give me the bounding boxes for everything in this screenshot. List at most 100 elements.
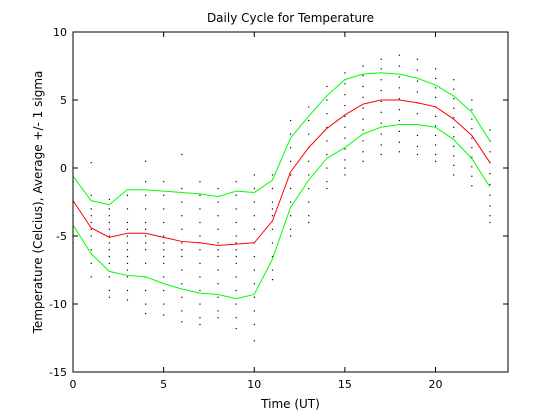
scatter-point [217, 249, 219, 251]
scatter-point [253, 255, 255, 258]
scatter-point [108, 255, 110, 258]
scatter-point [489, 221, 491, 224]
scatter-point [181, 310, 183, 312]
scatter-point [271, 215, 274, 217]
scatter-point [126, 299, 129, 301]
scatter-point [308, 119, 310, 122]
scatter-point [253, 228, 255, 230]
scatter-point [453, 79, 455, 81]
scatter-point [362, 65, 364, 67]
scatter-point [416, 58, 419, 60]
scatter-point [398, 141, 400, 143]
series-line-lower [72, 123, 491, 300]
scatter-point [416, 91, 419, 93]
scatter-point [453, 145, 455, 147]
scatter-point [126, 255, 129, 258]
scatter-point [290, 187, 292, 190]
scatter-point [181, 228, 183, 230]
scatter-point [344, 148, 346, 150]
scatter-point [108, 215, 110, 217]
scatter-point [199, 194, 201, 196]
scatter-point [181, 255, 183, 258]
scatter-point [453, 117, 455, 119]
scatter-point [108, 208, 110, 210]
scatter-point [416, 80, 419, 82]
scatter-point [326, 140, 328, 142]
scatter-point [326, 153, 328, 156]
scatter-point [471, 109, 473, 111]
y-tick-label: 5 [60, 94, 67, 107]
scatter-point [380, 111, 382, 113]
scatter-point [235, 242, 237, 244]
scatter-point [145, 249, 147, 251]
scatter-point [290, 119, 292, 122]
scatter-point [471, 147, 473, 149]
scatter-point [163, 221, 165, 224]
scatter-point [235, 249, 237, 251]
scatter-point [145, 181, 147, 183]
scatter-point [126, 242, 129, 244]
scatter-point [380, 122, 382, 124]
scatter-point [489, 162, 491, 164]
scatter-point [163, 249, 165, 251]
scatter-point [362, 75, 364, 77]
scatter-point [253, 283, 255, 285]
scatter-point [290, 174, 292, 176]
scatter-point [199, 323, 201, 326]
scatter-point [181, 201, 183, 203]
scatter-point [308, 174, 310, 176]
scatter-point [380, 79, 382, 81]
x-tick-label: 5 [160, 378, 167, 391]
y-tick-label: -15 [49, 366, 67, 379]
scatter-point [271, 255, 274, 258]
scatter-point [108, 228, 110, 230]
scatter-point [126, 221, 129, 224]
scatter-point [489, 140, 491, 142]
scatter-point [181, 215, 183, 217]
scatter-point [362, 96, 364, 98]
scatter-point [362, 85, 364, 88]
x-tick-label: 10 [247, 378, 261, 391]
scatter-point [126, 235, 129, 237]
scatter-point [453, 126, 455, 128]
scatter-point [235, 289, 237, 292]
scatter-point [126, 269, 129, 271]
scatter-point [362, 160, 364, 162]
scatter-point [290, 133, 292, 135]
y-tick-label: -5 [56, 230, 67, 243]
scatter-point [253, 340, 255, 342]
scatter-point [489, 172, 491, 175]
scatter-point [326, 85, 328, 88]
scatter-point [217, 269, 219, 271]
scatter-point [344, 159, 346, 161]
scatter-point [199, 221, 201, 224]
scatter-point [453, 107, 455, 109]
scatter-point [253, 174, 255, 176]
scatter-point [235, 235, 237, 237]
scatter-point [453, 98, 455, 100]
scatter-point [453, 164, 455, 166]
scatter-point [90, 194, 92, 196]
scatter-point [435, 77, 437, 79]
scatter-point [181, 269, 183, 271]
scatter-point [217, 283, 219, 285]
scatter-point [90, 208, 92, 210]
scatter-point [145, 221, 147, 224]
scatter-point [435, 144, 437, 146]
scatter-point [416, 153, 419, 156]
scatter-point [344, 104, 346, 107]
scatter-point [398, 119, 400, 122]
scatter-point [326, 99, 328, 101]
scatter-point [126, 289, 129, 292]
scatter-point [362, 118, 364, 120]
scatter-point [126, 262, 129, 264]
scatter-point [380, 89, 382, 92]
scatter-point [163, 235, 165, 237]
scatter-point [344, 94, 346, 96]
scatter-point [235, 262, 237, 264]
scatter-point [344, 126, 346, 128]
y-tick-label: 10 [53, 26, 67, 39]
scatter-point [453, 155, 455, 157]
scatter-point [253, 323, 255, 326]
scatter-point [380, 100, 382, 103]
